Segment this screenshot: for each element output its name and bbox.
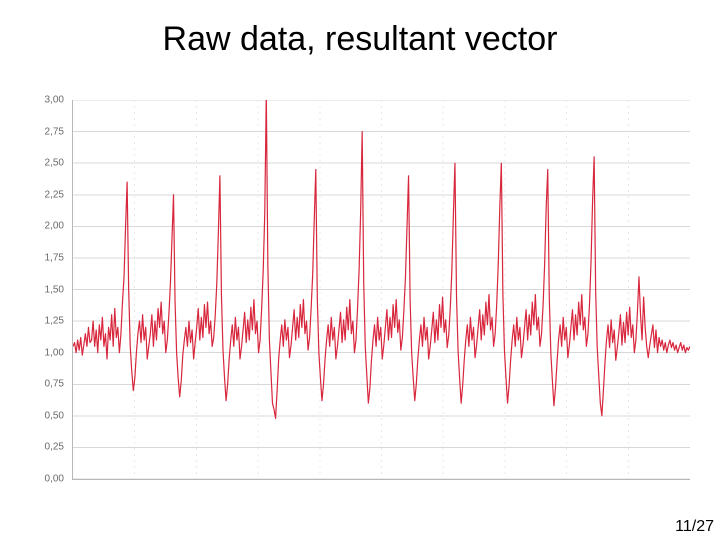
- y-tick-label: 3,00: [45, 95, 64, 106]
- chart-svg: [73, 100, 690, 479]
- y-tick-label: 1,75: [45, 252, 64, 263]
- y-tick-label: 1,50: [45, 284, 64, 295]
- y-tick-label: 0,75: [45, 379, 64, 390]
- page-number: 11/27: [675, 518, 714, 536]
- y-tick-label: 0,00: [45, 474, 64, 485]
- y-tick-label: 0,25: [45, 442, 64, 453]
- line-chart: 0,000,250,500,751,001,251,501,752,002,25…: [30, 100, 690, 480]
- y-tick-label: 2,75: [45, 126, 64, 137]
- plot-area: [72, 100, 690, 480]
- y-tick-label: 1,00: [45, 347, 64, 358]
- page-title: Raw data, resultant vector: [0, 20, 720, 59]
- y-tick-label: 1,25: [45, 316, 64, 327]
- y-tick-label: 2,50: [45, 158, 64, 169]
- y-axis-labels: 0,000,250,500,751,001,251,501,752,002,25…: [30, 100, 68, 480]
- y-tick-label: 0,50: [45, 410, 64, 421]
- y-tick-label: 2,00: [45, 221, 64, 232]
- y-tick-label: 2,25: [45, 189, 64, 200]
